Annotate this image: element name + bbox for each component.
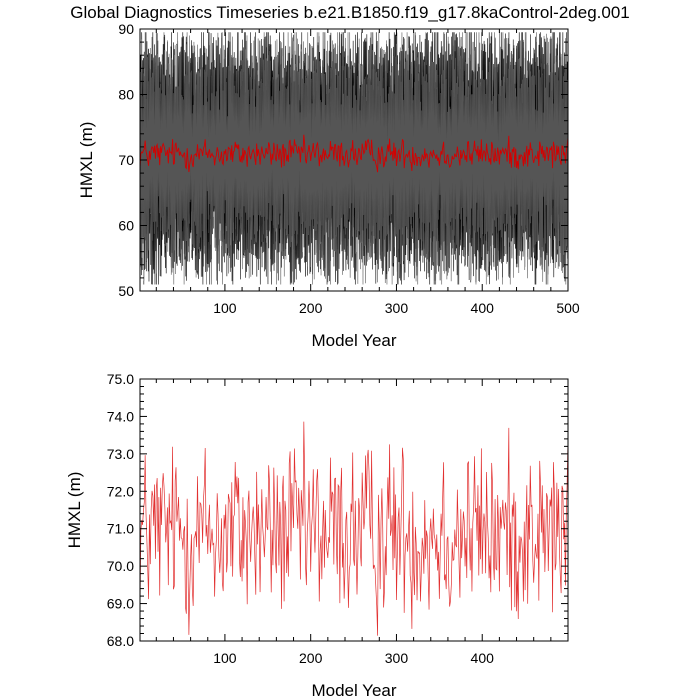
x-tick-label: 100	[213, 650, 237, 666]
x-tick-label: 200	[299, 300, 323, 316]
y-axis-title: HMXL (m)	[77, 122, 96, 199]
figure-title: Global Diagnostics Timeseries b.e21.B185…	[70, 3, 629, 22]
x-tick-label: 300	[385, 650, 409, 666]
series-annual-mean	[140, 134, 568, 173]
y-tick-label: 50	[118, 283, 134, 299]
plot-area	[140, 421, 568, 636]
x-tick-label: 200	[299, 650, 323, 666]
y-tick-label: 68.0	[107, 633, 134, 649]
y-tick-label: 74.0	[107, 408, 134, 424]
y-tick-label: 70	[118, 152, 134, 168]
plot-frame	[139, 378, 569, 642]
y-tick-label: 72.0	[107, 483, 134, 499]
x-tick-label: 400	[471, 650, 495, 666]
y-tick-label: 75.0	[107, 371, 134, 387]
y-tick-label: 69.0	[107, 596, 134, 612]
y-tick-label: 70.0	[107, 558, 134, 574]
y-tick-label: 60	[118, 218, 134, 234]
y-tick-label: 71.0	[107, 521, 134, 537]
x-axis-title: Model Year	[311, 331, 396, 350]
y-tick-label: 73.0	[107, 446, 134, 462]
x-tick-label: 400	[471, 300, 495, 316]
x-axis-title: Model Year	[311, 681, 396, 700]
y-tick-label: 90	[118, 21, 134, 37]
x-tick-label: 300	[385, 300, 409, 316]
series-annual-mean	[140, 421, 568, 636]
series-monthly-light	[140, 32, 568, 285]
x-tick-label: 500	[556, 300, 580, 316]
x-tick-label: 100	[213, 300, 237, 316]
y-axis-title: HMXL (m)	[65, 472, 84, 549]
top-panel: 100 200 300 400 500 50 60 70 80 90 Model Year HMXL …	[77, 21, 580, 350]
y-tick-label: 80	[118, 87, 134, 103]
bottom-panel: 100 200 300 400 68.0 69.0 70.0 71.0 72.0 73.0 74.0…	[65, 371, 569, 700]
plot-area	[140, 32, 568, 285]
